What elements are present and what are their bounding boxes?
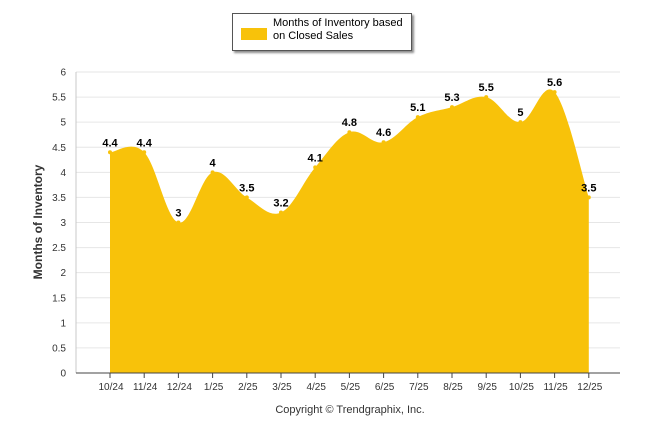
data-label: 3 — [175, 208, 181, 220]
data-label: 3.2 — [273, 197, 288, 209]
data-point-11/25 — [552, 90, 557, 95]
y-tick-label: 6 — [60, 68, 66, 79]
x-tick-label: 3/25 — [272, 382, 292, 393]
data-label: 4.4 — [137, 137, 153, 149]
x-tick-label: 9/25 — [477, 382, 497, 393]
data-label: 5 — [517, 107, 523, 119]
data-label: 4.8 — [342, 117, 357, 129]
x-tick-label: 10/24 — [98, 382, 123, 393]
x-tick-label: 5/25 — [341, 382, 361, 393]
x-tick-label: 12/24 — [167, 382, 192, 393]
y-tick-label: 2 — [60, 268, 66, 279]
x-tick-label: 7/25 — [409, 382, 429, 393]
data-point-1/25 — [210, 170, 215, 175]
data-point-7/25 — [415, 115, 420, 120]
copyright-text: Copyright © Trendgraphix, Inc. — [275, 404, 424, 416]
x-tick-label: 1/25 — [204, 382, 224, 393]
data-label: 4 — [210, 157, 217, 169]
data-label: 5.3 — [444, 92, 459, 104]
data-point-8/25 — [450, 105, 454, 110]
y-tick-label: 4.5 — [52, 143, 66, 154]
legend-swatch — [241, 28, 267, 40]
y-tick-label: 4 — [60, 168, 66, 179]
x-tick-label: 8/25 — [443, 382, 463, 393]
data-label: 5.1 — [410, 102, 425, 114]
series-area — [110, 89, 589, 373]
x-tick-label: 11/24 — [133, 382, 158, 393]
y-tick-label: 0.5 — [52, 343, 66, 354]
data-point-11/24 — [142, 150, 147, 155]
data-label: 3.5 — [581, 182, 596, 194]
data-point-12/24 — [176, 220, 181, 225]
data-point-12/25 — [586, 195, 591, 200]
data-label: 4.4 — [102, 137, 118, 149]
data-point-2/25 — [244, 195, 249, 200]
x-tick-label: 2/25 — [238, 382, 258, 393]
x-tick-label: 12/25 — [577, 382, 602, 393]
y-tick-label: 5 — [60, 118, 66, 129]
data-label: 5.5 — [479, 82, 494, 94]
data-label: 4.6 — [376, 127, 391, 139]
x-tick-label: 10/25 — [509, 382, 534, 393]
y-tick-label: 5.5 — [52, 93, 66, 104]
data-label: 3.5 — [239, 182, 254, 194]
y-tick-label: 3 — [60, 218, 66, 229]
data-point-9/25 — [484, 95, 489, 100]
data-point-3/25 — [279, 210, 283, 215]
x-tick-label: 6/25 — [375, 382, 395, 393]
data-point-10/24 — [108, 150, 112, 155]
y-axis-title: Months of Inventory — [31, 164, 45, 279]
y-tick-label: 1 — [60, 318, 66, 329]
data-point-10/25 — [518, 120, 523, 125]
data-point-6/25 — [381, 140, 386, 145]
legend: Months of Inventory based on Closed Sale… — [232, 13, 412, 51]
x-tick-label: 11/25 — [543, 382, 568, 393]
y-tick-label: 3.5 — [52, 193, 66, 204]
data-point-5/25 — [347, 130, 352, 135]
y-tick-label: 0 — [60, 369, 66, 380]
y-tick-label: 2.5 — [52, 243, 66, 254]
data-label: 5.6 — [547, 77, 562, 89]
data-label: 4.1 — [308, 152, 323, 164]
x-tick-label: 4/25 — [306, 382, 326, 393]
data-point-4/25 — [313, 165, 318, 170]
y-tick-label: 1.5 — [52, 293, 66, 304]
legend-label: Months of Inventory based on Closed Sale… — [273, 17, 403, 42]
